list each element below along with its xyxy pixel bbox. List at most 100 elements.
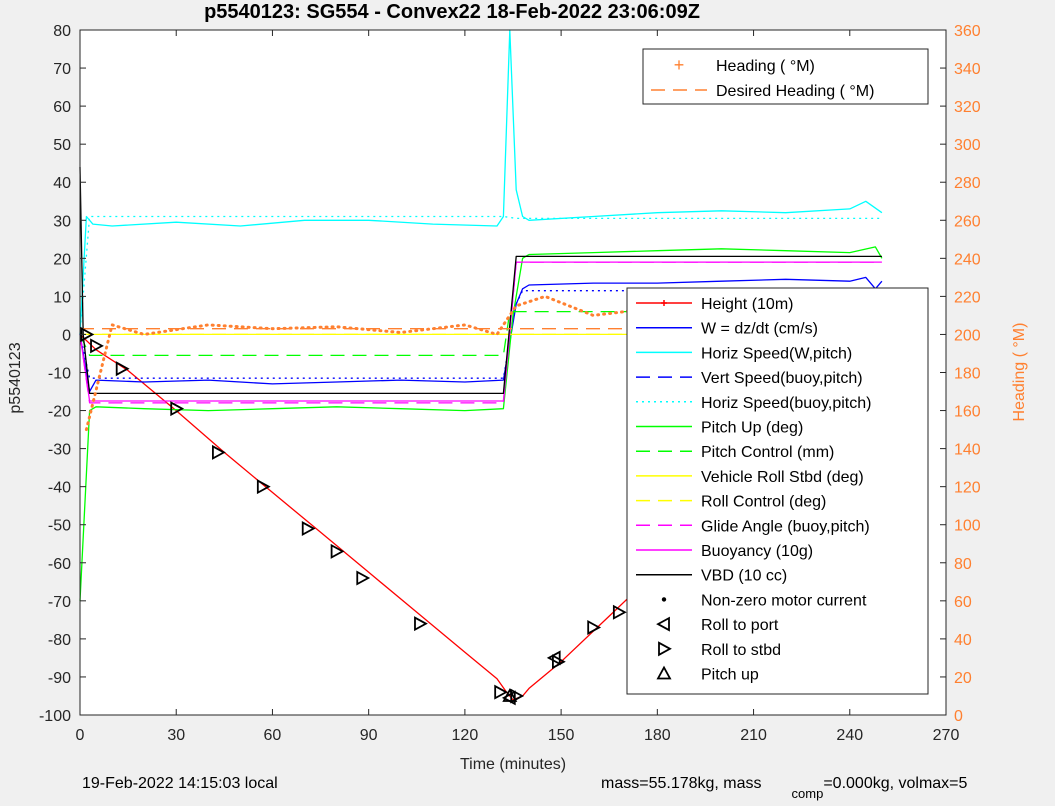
legend-top: + Heading ( °M) Desired Heading ( °M): [642, 48, 929, 105]
y-tick-label-6: 20: [53, 251, 71, 268]
roll-stbd-marker-8: [356, 570, 371, 586]
roll-stbd-marker-14: [612, 604, 627, 620]
y2-tick-label-13: 100: [954, 518, 981, 535]
y2-tick-label-17: 20: [954, 670, 972, 687]
legend-marker-13: [656, 616, 670, 632]
y-tick-label-7: 10: [53, 289, 71, 306]
y-tick-label-14: -60: [48, 556, 71, 573]
y-tick-label-16: -80: [48, 632, 71, 649]
legend-main-entry-12: Non-zero motor current: [701, 592, 867, 609]
series-line-11: [79, 166, 882, 395]
legend-top-entry-0: Heading ( °M): [716, 58, 815, 75]
y2-axis-label: Heading ( °M): [1011, 323, 1028, 422]
x-tick-label-1: 30: [167, 727, 185, 744]
legend-main-entry-13: Roll to port: [701, 617, 779, 634]
x-tick-label-8: 240: [836, 727, 863, 744]
y2-tick-label-6: 240: [954, 251, 981, 268]
legend-main-entry-4: Horiz Speed(buoy,pitch): [701, 395, 871, 412]
legend-main-entry-14: Roll to stbd: [701, 642, 781, 659]
series-line-5: [79, 246, 883, 601]
legend-main-entry-10: Buoyancy (10g): [701, 543, 813, 560]
y-tick-label-17: -90: [48, 670, 71, 687]
y2-tick-label-4: 280: [954, 175, 981, 192]
y-tick-label-1: 70: [53, 61, 71, 78]
legend-main-entry-8: Roll Control (deg): [701, 494, 826, 511]
y2-tick-label-16: 40: [954, 632, 972, 649]
y-tick-label-13: -50: [48, 518, 71, 535]
legend-main-entry-2: Horiz Speed(W,pitch): [701, 345, 852, 362]
legend-main-entry-0: Height (10m): [701, 296, 793, 313]
y2-tick-label-2: 320: [954, 99, 981, 116]
x-tick-label-9: 270: [933, 727, 960, 744]
footer-local-time: 19-Feb-2022 14:15:03 local: [82, 775, 278, 792]
y2-tick-label-5: 260: [954, 213, 981, 230]
roll-stbd-marker-3: [170, 401, 185, 417]
roll-stbd-marker-7: [330, 543, 345, 559]
y2-tick-label-7: 220: [954, 289, 981, 306]
legend-main-entry-6: Pitch Control (mm): [701, 444, 834, 461]
x-tick-label-6: 180: [644, 727, 671, 744]
roll-stbd-marker-9: [414, 616, 428, 632]
series-line-1: [79, 276, 883, 393]
y-tick-label-5: 30: [53, 213, 71, 230]
y-tick-label-4: 40: [53, 175, 71, 192]
y2-tick-label-3: 300: [954, 137, 981, 154]
legend-main-entry-9: Glide Angle (buoy,pitch): [701, 518, 870, 535]
roll-stbd-marker-5: [256, 479, 271, 495]
series-line-2: [79, 29, 883, 335]
x-tick-label-3: 90: [360, 727, 378, 744]
y2-tick-label-9: 180: [954, 366, 981, 383]
footer-mass-text: mass=55.178kg, mass: [601, 775, 762, 792]
roll-stbd-marker-11: [510, 688, 525, 704]
legend-marker-14: [658, 641, 672, 657]
roll-stbd-marker-2: [115, 361, 130, 377]
legend-top-entry-1: Desired Heading ( °M): [716, 83, 874, 100]
chart-title: p5540123: SG554 - Convex22 18-Feb-2022 2…: [204, 1, 700, 23]
y2-tick-label-11: 140: [954, 442, 981, 459]
roll-stbd-marker-1: [90, 338, 104, 354]
roll-stbd-marker-10: [494, 684, 509, 700]
y-tick-label-18: -100: [39, 708, 71, 725]
y2-tick-label-8: 200: [954, 327, 981, 344]
y-tick-label-15: -70: [48, 594, 71, 611]
y-tick-label-8: 0: [62, 327, 71, 344]
axis-layer: 0 30 60 90 120 150 180 210 240 270 80 70 60 50 40 30 20 1…: [39, 23, 981, 744]
y2-tick-label-10: 160: [954, 404, 981, 421]
y-tick-label-12: -40: [48, 480, 71, 497]
x-tick-label-2: 60: [264, 727, 282, 744]
series-line-10: [79, 261, 882, 402]
x-tick-label-7: 210: [740, 727, 767, 744]
svg-text:+: +: [674, 55, 685, 75]
legend-main-entry-7: Vehicle Roll Stbd (deg): [701, 469, 864, 486]
y-tick-label-2: 60: [53, 99, 71, 116]
y-tick-label-11: -30: [48, 442, 71, 459]
legend-main: Height (10m) W = dz/dt (cm/s) Horiz Speed(…: [626, 287, 929, 695]
x-tick-label-4: 120: [452, 727, 479, 744]
roll-stbd-marker-12: [552, 654, 566, 670]
pitch-up-marker-0: [502, 688, 518, 702]
y2-tick-label-12: 120: [954, 480, 981, 497]
legend-main-entry-15: Pitch up: [701, 667, 759, 684]
y2-tick-label-14: 80: [954, 556, 972, 573]
y2-tick-label-1: 340: [954, 61, 981, 78]
series-line-3: [79, 290, 882, 379]
y-tick-label-9: -10: [48, 366, 71, 383]
legend-main-entry-1: W = dz/dt (cm/s): [701, 321, 818, 338]
roll-stbd-marker-13: [587, 619, 602, 635]
footer-volmax-text: =0.000kg, volmax=5: [823, 775, 968, 792]
roll-stbd-marker-4: [212, 444, 226, 460]
legend-marker-15: [656, 665, 672, 680]
legend-main-entry-3: Vert Speed(buoy,pitch): [701, 370, 863, 387]
roll-port-marker-1: [546, 650, 561, 666]
y2-tick-label-0: 360: [954, 23, 981, 40]
legend-main-entry-11: VBD (10 cc): [701, 568, 787, 585]
legend-main-entry-5: Pitch Up (deg): [701, 420, 803, 437]
footer-mass-sub: comp: [791, 786, 824, 802]
x-axis-label: Time (minutes): [460, 756, 566, 773]
x-tick-label-5: 150: [548, 727, 575, 744]
x-tick-label-0: 0: [76, 727, 85, 744]
y-axis-label: p5540123: [7, 342, 24, 413]
y2-tick-label-15: 60: [954, 594, 972, 611]
